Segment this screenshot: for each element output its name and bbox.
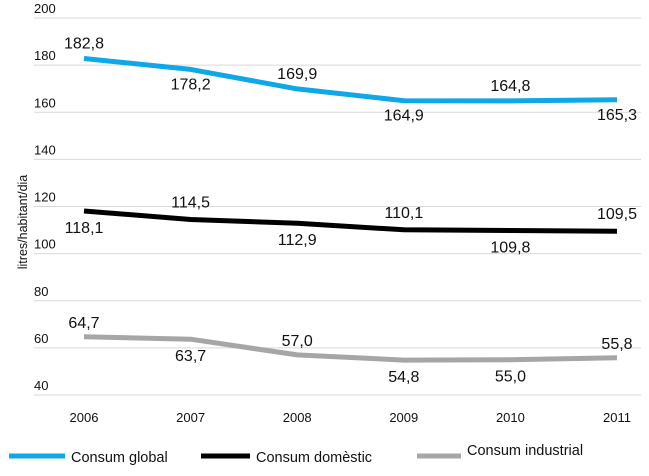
legend-label: Consum global [71,450,168,466]
series-lines [83,56,618,363]
x-tick-label: 2008 [283,410,312,425]
y-tick-label: 180 [34,48,56,63]
y-axis-label: litres/habitant/dia [16,175,30,270]
data-label: 169,9 [277,66,317,83]
x-tick-label: 2009 [389,410,418,425]
data-label: 57,0 [282,333,313,350]
data-labels: 182,8 178,2 169,9 164,9 164,8 165,3 118,1 114,5… [64,36,637,387]
data-label: 109,8 [490,240,530,257]
data-label: 63,7 [175,348,206,365]
series-line-3 [83,334,618,363]
data-label: 114,5 [171,194,210,211]
series-line-1 [83,56,618,104]
y-tick-label: 160 [34,95,56,110]
x-tick-label: 2010 [496,410,525,425]
data-label: 164,8 [490,78,530,95]
y-tick-label: 120 [34,190,56,205]
legend-label: Consum domèstic [256,450,372,466]
y-tick-label: 100 [34,237,56,252]
data-label: 178,2 [171,76,211,93]
data-label: 112,9 [278,232,317,249]
y-tick-label: 80 [34,284,48,299]
y-tick-label: 200 [34,1,56,16]
data-label: 118,1 [65,220,104,237]
data-label: 109,5 [597,206,637,223]
x-axis-ticks: 2006 2007 2008 2009 2010 2011 [70,410,631,425]
x-tick-label: 2011 [603,410,631,425]
data-label: 165,3 [597,107,637,124]
data-label: 55,0 [495,369,526,386]
gridlines [34,17,641,396]
y-axis-ticks: 40 60 80 100 120 140 160 180 200 [34,1,56,393]
y-tick-label: 140 [34,142,56,157]
y-tick-label: 40 [34,378,48,393]
series-line-2 [83,208,618,234]
y-tick-label: 60 [34,331,48,346]
data-label: 54,8 [388,369,419,386]
legend-label: Consum industrial [467,443,583,459]
data-label: 64,7 [68,315,99,332]
data-label: 110,1 [384,205,423,222]
data-label: 55,8 [601,336,632,353]
data-label: 164,9 [384,108,424,125]
data-label: 182,8 [64,36,104,53]
x-tick-label: 2007 [176,410,205,425]
x-tick-label: 2006 [70,410,99,425]
legend: Consum global Consum domèstic Consum indus… [9,443,583,466]
